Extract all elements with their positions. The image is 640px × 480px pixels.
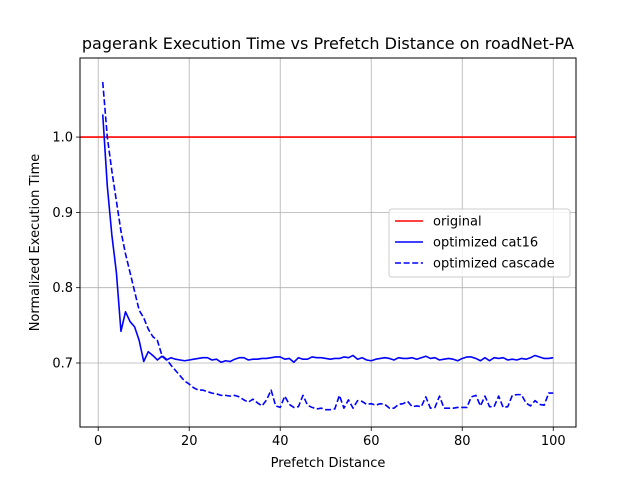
y-axis-title: Normalized Execution Time [28,154,43,332]
chart-title: pagerank Execution Time vs Prefetch Dist… [82,34,574,53]
y-tick-label: 1.0 [52,131,73,146]
y-tick-label: 0.8 [52,281,73,296]
plot-content [80,82,576,411]
legend-label: original [433,215,482,230]
x-tick-label: 20 [181,434,198,449]
axis-ticks: 0 20 40 60 80 100 0.7 0.8 0.9 1.0 [52,131,565,449]
y-tick-label: 0.9 [52,206,73,221]
series-line-optimized-cat16 [101,114,554,364]
legend: original optimized cat16 optimized cascade [388,208,571,278]
x-tick-label: 60 [363,434,380,449]
legend-box [388,208,571,278]
x-axis-title: Prefetch Distance [271,456,386,471]
x-tick-label: 80 [454,434,471,449]
x-tick-label: 100 [541,434,566,449]
legend-label: optimized cat16 [433,236,538,251]
series-line-optimized-cascade [101,82,554,411]
y-tick-label: 0.7 [52,356,73,371]
legend-label: optimized cascade [433,257,555,272]
x-tick-label: 0 [94,434,102,449]
plot-area-frame [79,57,577,428]
series-layer [80,82,576,411]
x-tick-label: 40 [272,434,289,449]
